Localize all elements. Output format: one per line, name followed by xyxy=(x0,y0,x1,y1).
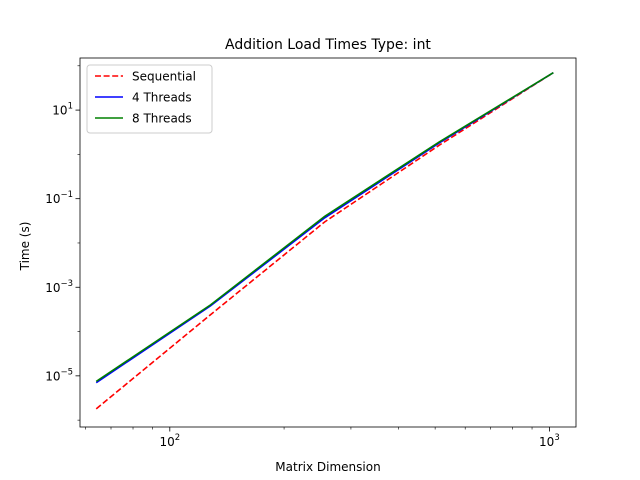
x-axis-label: Matrix Dimension xyxy=(275,460,380,474)
legend-box xyxy=(86,64,213,134)
y-tick-label: 101 xyxy=(52,102,73,118)
y-axis-label: Time (s) xyxy=(18,222,32,272)
x-axis-ticks: 102 103 xyxy=(85,427,560,449)
chart-title: Addition Load Times Type: int xyxy=(225,37,431,53)
legend-label: Sequential xyxy=(132,70,196,84)
plot-marks xyxy=(95,71,554,410)
x-tick-label: 103 xyxy=(539,433,560,449)
x-tick-label: 102 xyxy=(159,433,180,449)
series-line-1 xyxy=(95,71,554,410)
y-axis-ticks: 10−5 10−3 10−1 101 xyxy=(45,65,80,421)
y-tick-label: 10−5 xyxy=(45,367,73,383)
y-tick-label: 10−3 xyxy=(45,279,73,295)
series-line-3 xyxy=(95,71,554,383)
y-tick-label: 10−1 xyxy=(45,190,73,206)
legend-label: 4 Threads xyxy=(132,91,192,105)
legend-label: 8 Threads xyxy=(132,112,192,126)
legend: Sequential 4 Threads 8 Threads xyxy=(86,64,213,134)
axes-frame xyxy=(79,57,577,428)
